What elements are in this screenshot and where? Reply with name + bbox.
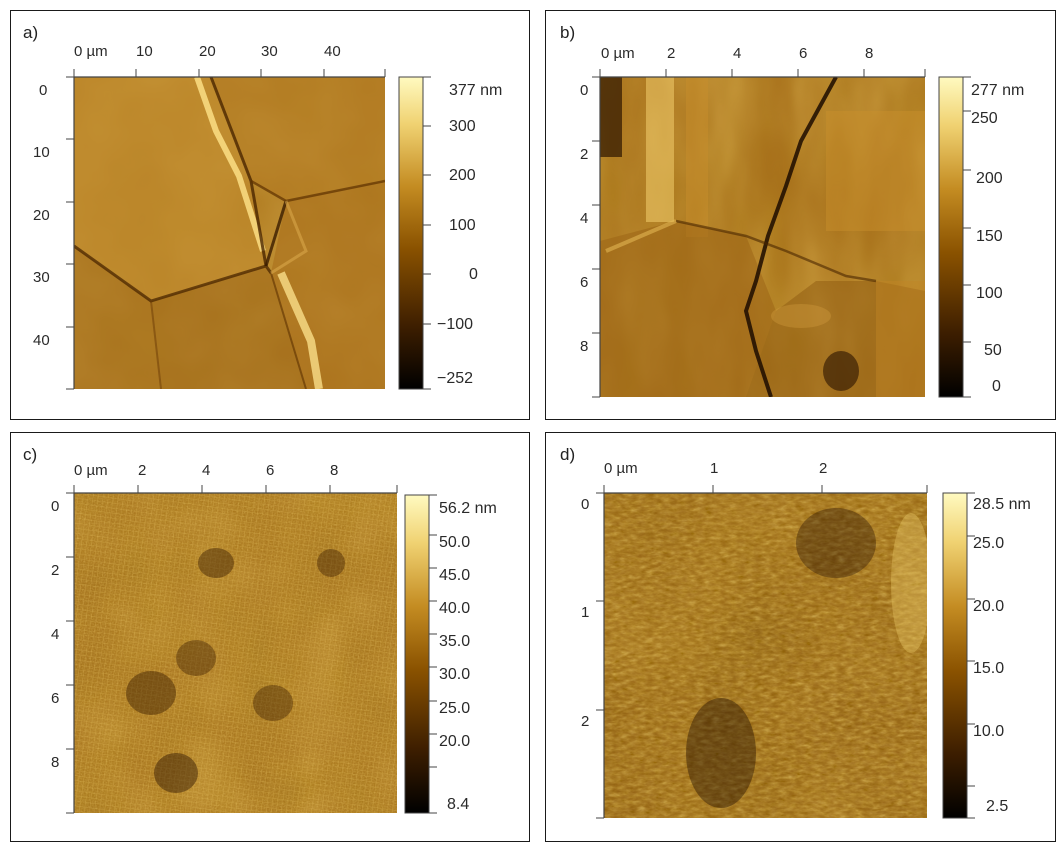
colorbar-ticks [967,492,975,819]
y-tick-label: 2 [581,713,589,730]
afm-image-a [74,77,385,389]
afm-image-b [600,77,925,397]
colorbar-label: 35.0 [439,633,470,650]
x-tick-label: 0 µm [74,43,108,60]
colorbar-label: 45.0 [439,567,470,584]
afm-figure-b: 0 µm 2 4 6 8 0 2 4 6 8 277 nm 250 200 15… [580,45,1024,398]
colorbar-label: 277 nm [971,82,1024,99]
panel-label: b) [560,23,576,42]
y-tick-label: 2 [580,146,588,163]
afm-figure-c: 0 µm 2 4 6 8 0 2 4 6 8 56.2 nm 50.0 45.0… [51,462,497,814]
colorbar-label: 15.0 [973,660,1004,677]
panel-a: a) [10,10,530,420]
y-tick-label: 6 [51,690,59,707]
x-tick-label: 1 [710,460,718,477]
y-tick-label: 8 [580,338,588,355]
colorbar [938,76,964,398]
panel-label: a) [23,23,39,42]
colorbar-label: 150 [976,228,1003,245]
afm-image-c [74,493,397,813]
colorbar [942,492,968,819]
x-ticks [603,485,928,493]
y-tick-label: 4 [51,626,59,643]
colorbar-label: 50 [984,342,1002,359]
x-ticks [599,69,926,77]
x-tick-label: 4 [733,45,741,62]
colorbar-label: 40.0 [439,600,470,617]
x-tick-label: 0 µm [604,460,638,477]
colorbar-label: 377 nm [449,82,502,99]
x-tick-label: 2 [138,462,146,479]
y-tick-label: 2 [51,562,59,579]
colorbar-label: 30.0 [439,666,470,683]
y-tick-label: 1 [581,604,589,621]
colorbar-label: 2.5 [986,798,1008,815]
x-tick-label: 40 [324,43,341,60]
y-tick-label: 30 [33,269,50,286]
colorbar-label: 25.0 [973,535,1004,552]
colorbar-ticks [423,76,431,390]
x-ticks [73,485,398,493]
x-tick-label: 10 [136,43,153,60]
colorbar-label: 100 [449,217,476,234]
colorbar-label: 200 [976,170,1003,187]
x-tick-label: 0 µm [74,462,108,479]
colorbar-label: 20.0 [973,598,1004,615]
x-tick-label: 6 [266,462,274,479]
x-tick-label: 20 [199,43,216,60]
colorbar-label: 200 [449,167,476,184]
x-tick-label: 30 [261,43,278,60]
colorbar-label: 250 [971,110,998,127]
y-tick-label: 0 [581,496,589,513]
y-tick-label: 0 [51,498,59,515]
x-tick-label: 8 [330,462,338,479]
colorbar-label: 100 [976,285,1003,302]
colorbar-ticks [429,494,437,814]
y-ticks [592,76,600,398]
panel-d: d) [545,432,1056,842]
colorbar-label: 0 [992,378,1001,395]
y-ticks [596,492,604,819]
y-tick-label: 4 [580,210,588,227]
y-tick-label: 8 [51,754,59,771]
colorbar-label: 28.5 nm [973,496,1031,513]
y-tick-label: 0 [580,82,588,99]
x-tick-label: 4 [202,462,210,479]
x-tick-label: 8 [865,45,873,62]
colorbar-label: 300 [449,118,476,135]
colorbar-label: 56.2 nm [439,500,497,517]
y-tick-label: 0 [39,82,47,99]
colorbar-label: 0 [469,266,478,283]
colorbar-label: −100 [437,316,473,333]
y-tick-label: 20 [33,207,50,224]
colorbar-label: 8.4 [447,796,469,813]
colorbar-label: 50.0 [439,534,470,551]
x-tick-label: 6 [799,45,807,62]
colorbar-ticks [963,76,971,398]
colorbar-label: 20.0 [439,733,470,750]
x-tick-label: 0 µm [601,45,635,62]
colorbar [398,76,424,390]
colorbar-label: 10.0 [973,723,1004,740]
colorbar-label: −252 [437,370,473,387]
y-tick-label: 6 [580,274,588,291]
y-ticks [66,76,74,390]
x-tick-label: 2 [667,45,675,62]
afm-figure-d: 0 µm 1 2 0 1 2 28.5 nm 25.0 20.0 15.0 10… [581,460,1031,819]
colorbar [404,494,430,814]
colorbar-label: 25.0 [439,700,470,717]
y-tick-label: 10 [33,144,50,161]
afm-figure-a: 0 µm 10 20 30 40 0 10 20 30 40 377 nm 30… [33,43,502,390]
afm-image-d [604,493,927,818]
panel-label: c) [23,445,38,464]
x-ticks [73,69,386,77]
panel-label: d) [560,445,576,464]
x-tick-label: 2 [819,460,827,477]
panel-b: b) [545,10,1056,420]
panel-c: c) [10,432,530,842]
y-ticks [66,492,74,814]
y-tick-label: 40 [33,332,50,349]
